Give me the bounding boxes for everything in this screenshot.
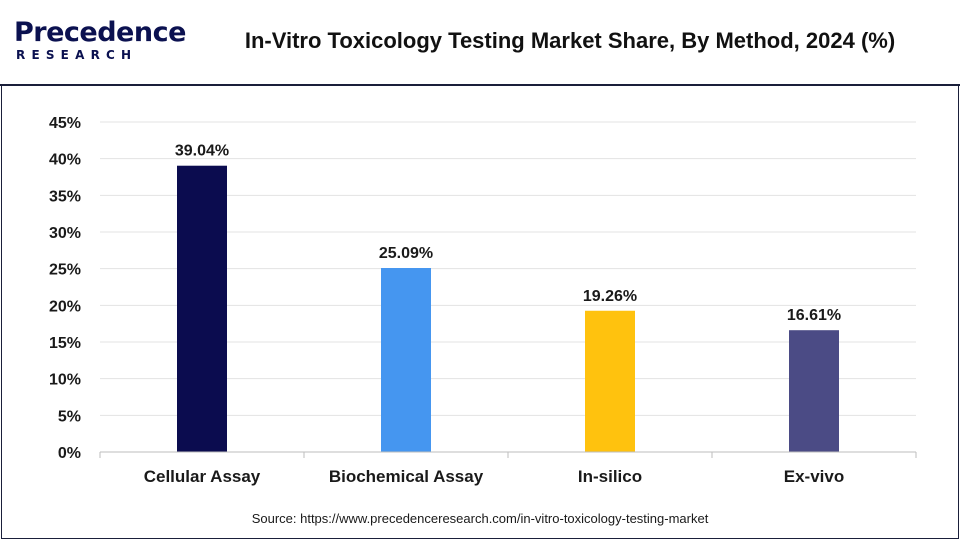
y-tick-label: 45% bbox=[49, 115, 81, 132]
y-tick-label: 30% bbox=[49, 225, 81, 242]
bar-biochemical-assay bbox=[381, 268, 431, 452]
y-axis-ticks: 0% 5% 10% 15% 20% 25% 30% 35% 40% 45% bbox=[49, 115, 81, 462]
header: Precedence RESEARCH In-Vitro Toxicology … bbox=[0, 0, 960, 84]
y-tick-label: 10% bbox=[49, 372, 81, 389]
y-tick-label: 25% bbox=[49, 262, 81, 279]
y-tick-label: 5% bbox=[58, 408, 81, 425]
data-label: 19.26% bbox=[583, 288, 637, 305]
precedence-research-logo: Precedence RESEARCH bbox=[14, 18, 186, 66]
logo-wordmark: Precedence bbox=[14, 17, 186, 48]
x-tick-label: Cellular Assay bbox=[144, 467, 261, 486]
bar-in-silico bbox=[585, 310, 635, 452]
bar-cellular-assay bbox=[177, 165, 227, 452]
x-axis-ticks: Cellular Assay Biochemical Assay In-silico… bbox=[99, 452, 917, 486]
y-tick-label: 40% bbox=[49, 152, 81, 169]
x-tick-label: Ex-vivo bbox=[784, 467, 844, 486]
data-labels: 39.04% 25.09% 19.26% 16.61% bbox=[175, 143, 841, 324]
data-label: 16.61% bbox=[787, 307, 841, 324]
data-label: 39.04% bbox=[175, 143, 229, 160]
data-label: 25.09% bbox=[379, 245, 433, 262]
gridlines bbox=[100, 121, 916, 416]
y-tick-label: 20% bbox=[49, 298, 81, 315]
logo-subtitle: RESEARCH bbox=[16, 48, 138, 62]
header-divider bbox=[0, 84, 960, 86]
source-note: Source: https://www.precedenceresearch.c… bbox=[251, 511, 709, 526]
x-tick-label: In-silico bbox=[578, 467, 642, 486]
y-tick-label: 15% bbox=[49, 335, 81, 352]
bar-ex-vivo bbox=[789, 330, 839, 452]
chart-title: In-Vitro Toxicology Testing Market Share… bbox=[244, 28, 896, 53]
y-tick-label: 35% bbox=[49, 188, 81, 205]
x-tick-label: Biochemical Assay bbox=[329, 467, 484, 486]
y-tick-label: 0% bbox=[58, 445, 81, 462]
bars bbox=[177, 165, 839, 452]
